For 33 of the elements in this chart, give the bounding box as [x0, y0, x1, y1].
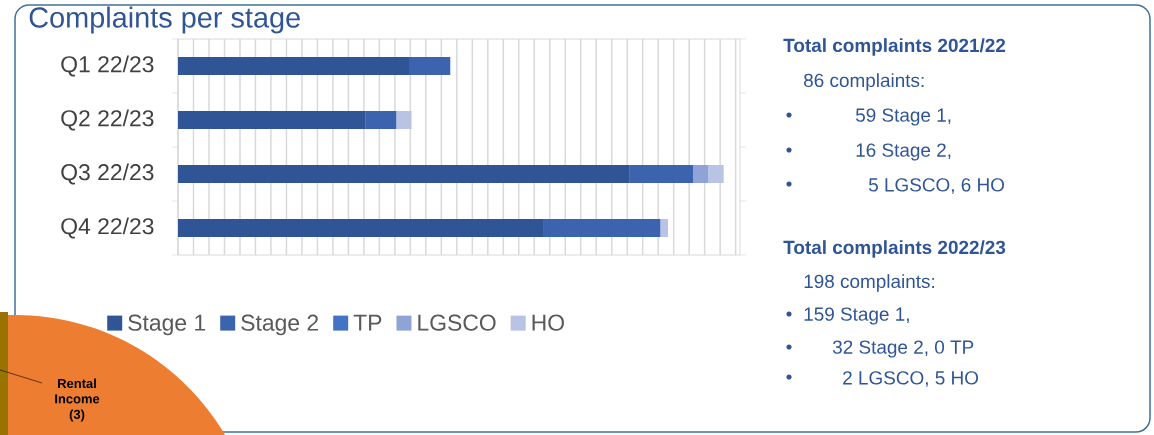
y-tick-label: Q4 22/23 — [61, 217, 154, 239]
text: Total complaints 2021/22 — [783, 38, 1006, 56]
legend-label: Stage 1 — [128, 314, 206, 336]
text: 86 complaints: — [804, 73, 924, 91]
bar — [409, 56, 451, 75]
text: 59 Stage 1, — [855, 108, 951, 126]
bar — [693, 164, 709, 183]
text: 32 Stage 2, 0 TP — [832, 340, 974, 358]
y-tick-label: Q2 22/23 — [61, 109, 154, 131]
text: 5 LGSCO, 6 HO — [868, 178, 1005, 194]
bar — [178, 56, 410, 75]
text: 159 Stage 1, — [804, 307, 909, 325]
text: 198 complaints: — [804, 274, 935, 292]
y-tick-label: Q1 22/23 — [61, 55, 154, 77]
bar — [660, 218, 668, 237]
legend-label: HO — [532, 314, 564, 331]
bar — [178, 164, 630, 183]
legend-label: LGSCO — [418, 314, 496, 331]
bar — [396, 110, 412, 129]
bar — [178, 110, 366, 129]
bar — [365, 110, 397, 129]
bar — [708, 164, 724, 183]
bar — [629, 164, 694, 183]
text: 16 Stage 2, — [856, 143, 951, 161]
chart-title: Complaints per stage — [29, 6, 300, 34]
text: 2 LGSCO, 5 HO — [843, 371, 979, 387]
legend-label: Stage 2 — [241, 314, 319, 336]
text: Rental Income (3) — [55, 378, 100, 422]
legend-label: TP — [353, 314, 382, 331]
bar — [178, 218, 544, 237]
text: Total complaints 2022/23 — [783, 240, 1006, 258]
y-tick-label: Q3 22/23 — [61, 163, 154, 185]
bar — [543, 218, 661, 237]
